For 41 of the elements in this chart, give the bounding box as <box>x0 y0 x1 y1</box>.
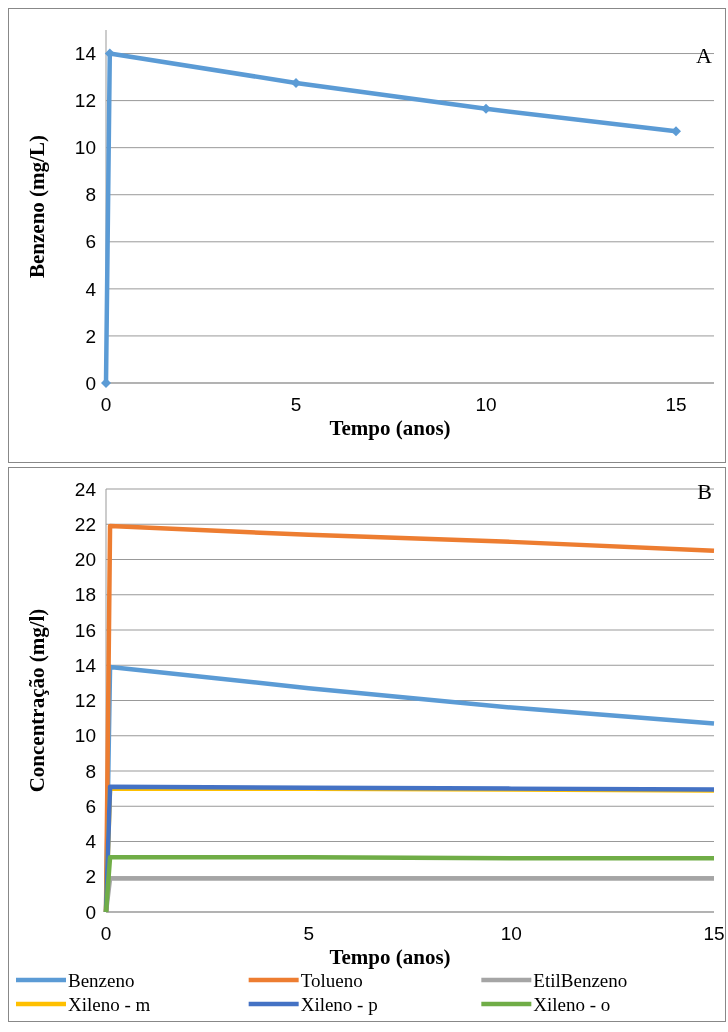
y-tick-label: 12 <box>74 90 96 112</box>
y-tick-label: 0 <box>85 372 96 394</box>
y-tick-label: 10 <box>74 137 96 159</box>
y-tick-label: 6 <box>85 231 96 253</box>
y-tick-label: 2 <box>85 325 96 347</box>
y-tick-label: 8 <box>85 760 96 782</box>
x-tick-label: 15 <box>665 394 687 415</box>
x-tick-label: 5 <box>303 923 314 944</box>
legend-label: Tolueno <box>300 969 363 991</box>
y-tick-label: 8 <box>85 184 96 206</box>
y-tick-label: 2 <box>85 866 96 888</box>
y-tick-label: 22 <box>74 513 96 535</box>
x-tick-label: 10 <box>475 394 497 415</box>
legend-label: EtilBenzeno <box>533 969 628 991</box>
y-tick-label: 12 <box>74 690 96 712</box>
y-tick-label: 24 <box>74 478 97 500</box>
y-tick-label: 4 <box>85 278 97 300</box>
legend-label: Xileno - m <box>68 993 151 1015</box>
y-tick-label: 14 <box>74 43 97 65</box>
legend-label: Xileno - p <box>300 993 378 1015</box>
x-axis-title: Tempo (anos) <box>329 945 451 969</box>
y-tick-label: 0 <box>85 901 96 923</box>
x-tick-label: 15 <box>703 923 725 944</box>
y-tick-label: 20 <box>74 549 96 571</box>
annotation: A <box>696 43 713 69</box>
y-tick-label: 6 <box>85 795 96 817</box>
y-tick-label: 10 <box>74 725 96 747</box>
y-tick-label: 4 <box>85 831 97 853</box>
y-axis-title: Benzeno (mg/L) <box>25 135 49 278</box>
y-tick-label: 18 <box>74 584 96 606</box>
y-tick-label: 16 <box>74 619 96 641</box>
y-tick-label: 14 <box>74 654 97 676</box>
y-axis-title: Concentração (mg/l) <box>25 608 49 793</box>
x-tick-label: 5 <box>290 394 302 415</box>
x-tick-label: 0 <box>100 394 112 415</box>
legend-label: Xileno - o <box>533 993 611 1015</box>
annotation: B <box>697 478 712 504</box>
x-axis-title: Tempo (anos) <box>329 416 451 440</box>
legend-label: Benzeno <box>68 969 135 991</box>
x-tick-label: 10 <box>500 923 522 944</box>
x-tick-label: 0 <box>100 923 112 944</box>
